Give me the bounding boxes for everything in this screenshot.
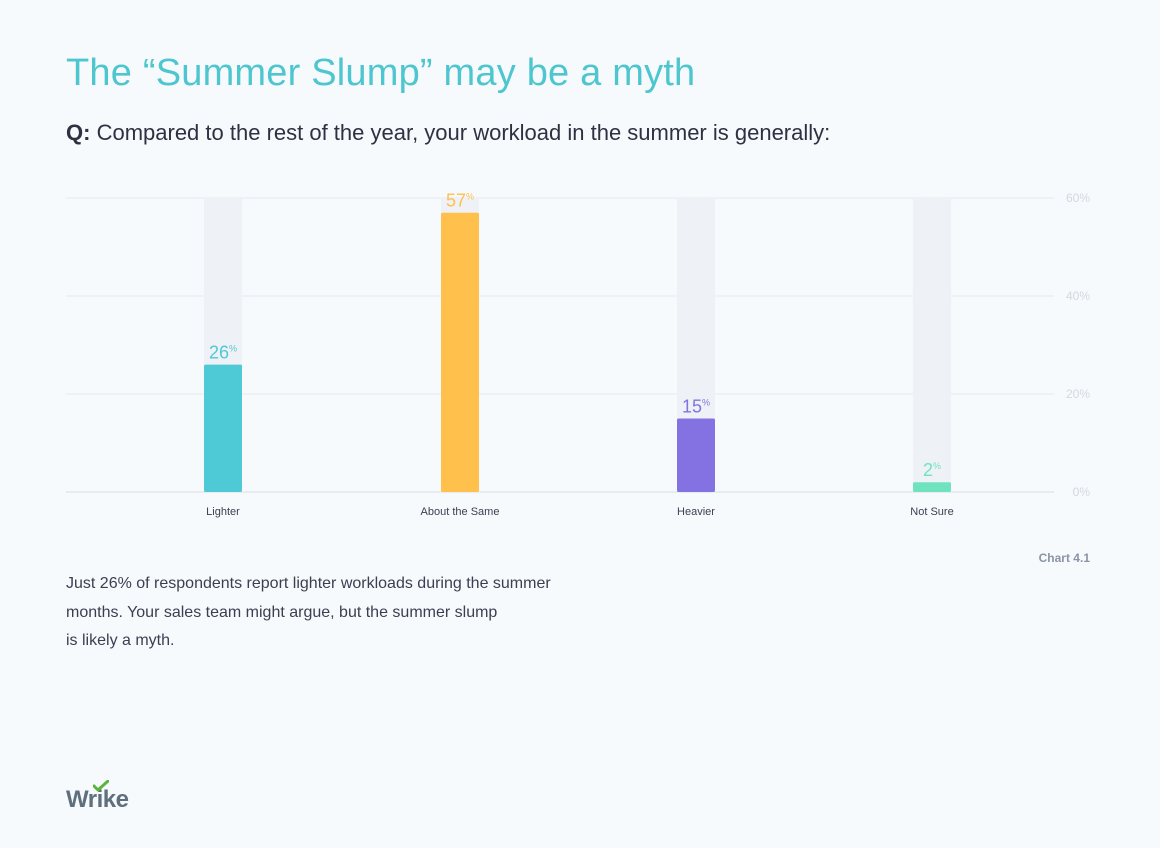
question-prefix: Q: xyxy=(66,120,91,145)
bar-track xyxy=(913,198,951,492)
y-tick-label: 40% xyxy=(1066,289,1090,303)
checkmark-icon xyxy=(92,780,109,792)
data-label: 15% xyxy=(682,397,710,417)
bar xyxy=(677,418,715,492)
x-tick-label: About the Same xyxy=(421,506,500,518)
data-label: 57% xyxy=(446,191,474,211)
data-label: 2% xyxy=(923,460,941,480)
bar-chart: 0% 20% 40% 60% 26% Lighter 57% About the Same 15… xyxy=(66,191,1091,518)
question: Q: Compared to the rest of the year, you… xyxy=(66,120,830,146)
y-tick-label: 0% xyxy=(1073,485,1091,499)
bar xyxy=(913,482,951,492)
x-tick-label: Lighter xyxy=(206,506,240,518)
y-tick-label: 60% xyxy=(1066,191,1090,205)
wrike-logo: Wri ke xyxy=(66,780,129,814)
x-tick-label: Heavier xyxy=(677,506,715,518)
y-tick-label: 20% xyxy=(1066,387,1090,401)
body-line: months. Your sales team might argue, but… xyxy=(66,603,498,621)
bar xyxy=(441,212,479,492)
x-tick-label: Not Sure xyxy=(910,506,953,518)
body-text: Just 26% of respondents report lighter w… xyxy=(66,570,586,656)
chart-id: Chart 4.1 xyxy=(1038,551,1090,565)
page-title: The “Summer Slump” may be a myth xyxy=(66,52,696,94)
body-line: is likely a myth. xyxy=(66,632,175,649)
question-text: Compared to the rest of the year, your w… xyxy=(96,120,831,145)
bar xyxy=(204,364,242,492)
body-line: Just 26% of respondents report lighter w… xyxy=(66,575,551,592)
data-label: 26% xyxy=(209,343,237,363)
